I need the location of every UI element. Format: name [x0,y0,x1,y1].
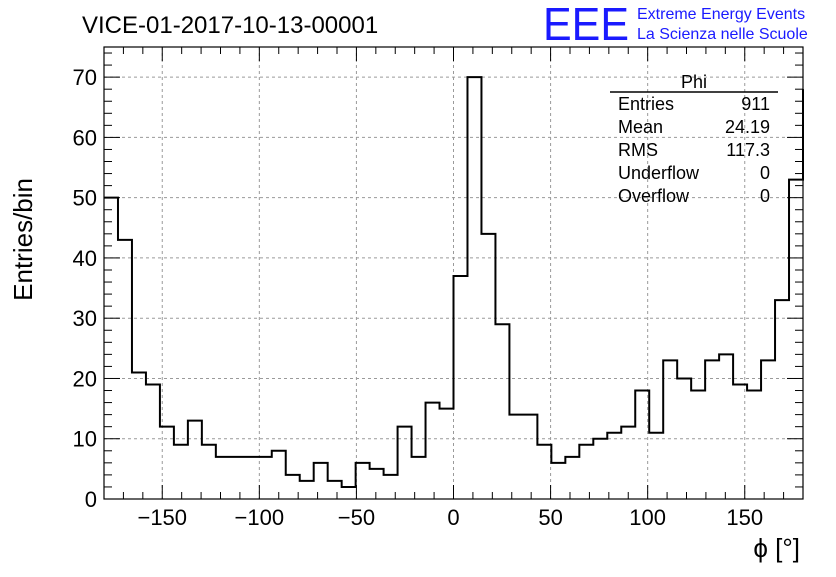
y-tick-label: 60 [73,125,97,150]
stats-title: Phi [681,72,707,92]
logo-line-1: Extreme Energy Events [637,6,805,23]
stats-row-value: 117.3 [726,140,770,160]
x-tick-label: 50 [538,505,562,530]
x-tick-label: −150 [137,505,187,530]
stats-row-label: Underflow [618,163,700,183]
axis-tick-labels: −150 −100 −50 0 50 100 150 0 10 20 30 40 50 60 70 [73,65,764,530]
stats-row-label: Overflow [618,186,690,206]
y-tick-label: 50 [73,186,97,211]
y-tick-label: 30 [73,306,97,331]
logo-line-2: La Scienza nelle Scuole [637,26,808,43]
logo-mark: EEE [543,0,629,50]
x-axis-label: ϕ [°] [753,533,800,563]
grid [104,47,803,499]
x-tick-label: 0 [447,505,459,530]
y-tick-label: 0 [85,487,97,512]
x-tick-label: 150 [726,505,763,530]
stats-row-label: RMS [618,140,658,160]
y-tick-label: 10 [73,427,97,452]
stats-row-value: 0 [760,163,770,183]
stats-row-value: 24.19 [725,117,770,137]
eee-logo: EEE Extreme Energy Events La Scienza nel… [543,0,808,50]
x-tick-label: 100 [629,505,666,530]
axis-ticks [103,47,804,500]
y-tick-label: 70 [73,65,97,90]
stats-row-value: 911 [741,94,770,114]
stats-row-label: Entries [618,94,674,114]
stats-row-label: Mean [618,117,663,137]
y-axis-label: Entries/bin [8,178,38,301]
stats-box: Phi Entries 911 Mean 24.19 RMS 117.3 Underflow… [610,72,778,206]
histogram-series [104,76,804,488]
x-tick-label: −50 [338,505,375,530]
y-tick-label: 40 [73,246,97,271]
x-tick-label: −100 [235,505,285,530]
stats-row-value: 0 [760,186,770,206]
y-tick-label: 20 [73,366,97,391]
chart-title: VICE-01-2017-10-13-00001 [82,12,378,39]
